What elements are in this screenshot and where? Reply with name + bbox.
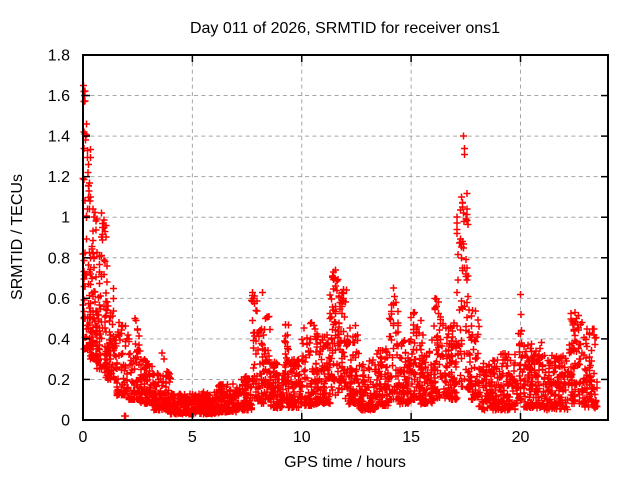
x-tick-label: 10 — [293, 429, 311, 446]
x-tick-label: 20 — [512, 429, 530, 446]
y-tick-label: 0.4 — [48, 331, 70, 348]
y-tick-label: 1 — [61, 210, 70, 227]
x-axis-label: GPS time / hours — [284, 454, 406, 471]
x-tick-label: 15 — [402, 429, 420, 446]
y-axis-label: SRMTID / TECUs — [9, 174, 26, 300]
y-tick-label: 0.6 — [48, 291, 70, 308]
y-tick-label: 0 — [61, 413, 70, 430]
x-tick-label: 0 — [79, 429, 88, 446]
y-tick-label: 1.4 — [48, 129, 70, 146]
y-tick-label: 1.6 — [48, 88, 70, 105]
data-points — [79, 82, 601, 420]
tick-labels: 0 5 10 15 20 0 0.2 0.4 0.6 0.8 1 1.2 1.4 1.6 1.8 — [48, 48, 530, 447]
y-tick-label: 0.2 — [48, 372, 70, 389]
plot-border — [82, 54, 609, 421]
y-tick-label: 1.8 — [48, 48, 70, 65]
grid-lines — [83, 55, 608, 420]
y-tick-label: 0.8 — [48, 250, 70, 267]
y-tick-label: 1.2 — [48, 169, 70, 186]
plot-border-and-ticks — [82, 54, 609, 421]
chart-title: Day 011 of 2026, SRMTID for receiver ons… — [190, 20, 500, 37]
scatter-series-srmtid — [79, 82, 601, 420]
x-tick-label: 5 — [188, 429, 197, 446]
